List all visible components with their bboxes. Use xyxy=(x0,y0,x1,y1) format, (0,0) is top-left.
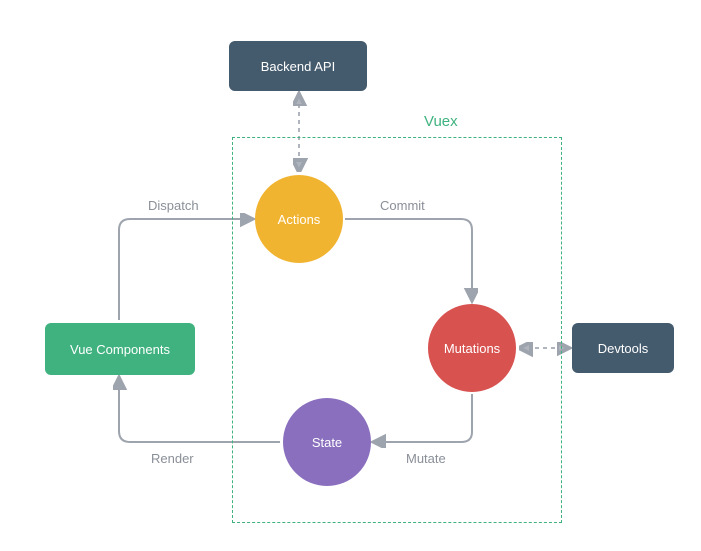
node-label: Mutations xyxy=(444,341,500,356)
node-label: Vue Components xyxy=(70,342,170,357)
vuex-container-label: Vuex xyxy=(424,113,458,130)
node-label: Devtools xyxy=(598,341,649,356)
node-label: State xyxy=(312,435,342,450)
vuex-diagram: Vuex Backend API Actions Mutations State… xyxy=(0,0,701,551)
label-commit: Commit xyxy=(380,198,425,213)
label-dispatch: Dispatch xyxy=(148,198,199,213)
node-state: State xyxy=(283,398,371,486)
label-mutate: Mutate xyxy=(406,451,446,466)
node-vue-components: Vue Components xyxy=(45,323,195,375)
label-render: Render xyxy=(151,451,194,466)
node-label: Actions xyxy=(278,212,321,227)
node-mutations: Mutations xyxy=(428,304,516,392)
node-devtools: Devtools xyxy=(572,323,674,373)
node-backend-api: Backend API xyxy=(229,41,367,91)
node-label: Backend API xyxy=(261,59,335,74)
node-actions: Actions xyxy=(255,175,343,263)
